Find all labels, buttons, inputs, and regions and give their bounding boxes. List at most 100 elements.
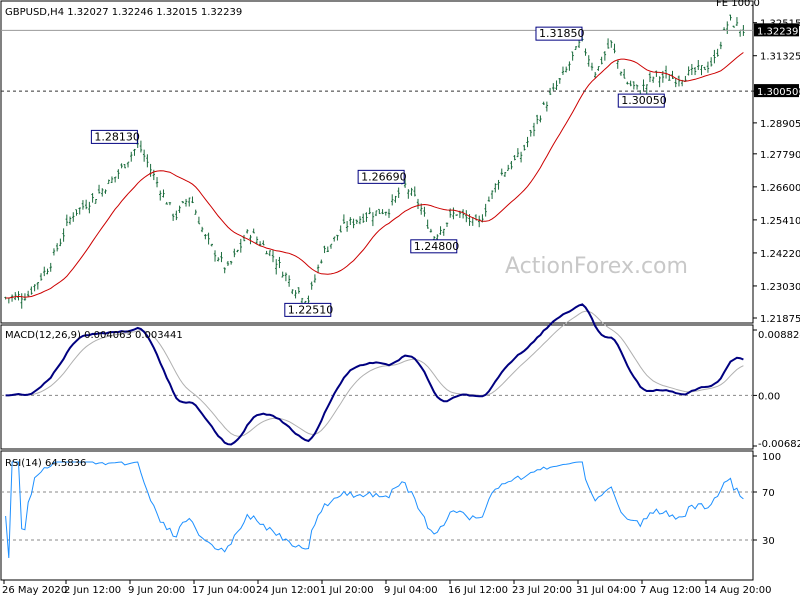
candle xyxy=(178,205,181,213)
candle xyxy=(690,63,694,76)
price-annotation: 1.28130 xyxy=(90,129,140,144)
candle xyxy=(655,70,658,77)
candle xyxy=(43,266,46,277)
candle xyxy=(452,207,455,220)
candle xyxy=(677,75,681,87)
candle xyxy=(519,151,523,163)
candle xyxy=(651,76,655,83)
candle xyxy=(693,67,697,76)
macd-line xyxy=(5,303,744,446)
candle xyxy=(571,51,574,61)
candle xyxy=(52,248,56,256)
macd-layer xyxy=(1,303,753,446)
candle xyxy=(94,198,98,204)
candle xyxy=(313,274,317,283)
candle xyxy=(697,60,700,70)
candle xyxy=(310,281,313,290)
candle xyxy=(545,101,549,112)
candle xyxy=(229,260,233,265)
candle xyxy=(632,81,636,90)
candle xyxy=(126,161,130,168)
candle xyxy=(555,80,558,91)
candle xyxy=(706,61,710,73)
candle xyxy=(226,260,230,266)
candle xyxy=(223,267,226,274)
candle xyxy=(729,14,732,21)
candle xyxy=(249,234,252,245)
candle xyxy=(217,257,220,262)
candle xyxy=(532,122,536,137)
macd-tick-label: -0.006825 xyxy=(758,439,800,450)
candle xyxy=(584,48,587,56)
candle xyxy=(233,248,236,258)
candle xyxy=(39,273,43,281)
candle xyxy=(687,66,690,76)
candle xyxy=(610,40,613,48)
candle xyxy=(175,210,178,221)
candle xyxy=(155,177,159,188)
candle xyxy=(20,293,23,309)
price-tick-label: 1.26600 xyxy=(760,183,800,194)
candle xyxy=(358,216,362,225)
candle xyxy=(130,151,133,162)
candle xyxy=(352,218,355,229)
candle xyxy=(62,228,65,242)
macd-panel xyxy=(0,324,754,450)
price-tick-label: 1.23030 xyxy=(760,282,800,293)
candle xyxy=(113,176,117,183)
time-tick-label: 17 Jun 04:00 xyxy=(192,585,256,596)
candle xyxy=(455,214,458,216)
candle xyxy=(345,221,349,232)
candle xyxy=(194,209,197,215)
price-tick-label: 1.28905 xyxy=(760,119,800,130)
candle xyxy=(120,163,123,169)
candle xyxy=(171,213,175,221)
candle xyxy=(239,238,242,253)
candle xyxy=(271,249,275,263)
price-tick-label: 1.25410 xyxy=(760,216,800,227)
candle xyxy=(207,232,210,245)
candle xyxy=(65,214,69,227)
main-price-panel xyxy=(0,0,754,324)
candle xyxy=(323,245,326,254)
candle xyxy=(316,264,320,274)
candle xyxy=(510,160,513,170)
candle xyxy=(542,101,545,105)
candle xyxy=(374,210,378,217)
candle xyxy=(700,65,703,76)
candle xyxy=(159,190,162,201)
candle xyxy=(445,222,449,227)
price-annotation: 1.30050 xyxy=(617,93,667,108)
candle xyxy=(36,282,40,290)
candle xyxy=(68,216,72,225)
candle xyxy=(297,287,300,294)
candle xyxy=(365,212,368,222)
candle xyxy=(603,51,607,61)
candle xyxy=(709,57,713,67)
candle xyxy=(558,78,561,84)
candle xyxy=(587,55,590,67)
candle xyxy=(407,189,410,199)
candle xyxy=(26,290,30,298)
candle xyxy=(735,17,739,26)
candle xyxy=(320,259,323,264)
macd-header: MACD(12,26,9) 0.004063 0.003441 xyxy=(5,330,183,341)
candle xyxy=(162,189,165,198)
time-tick-label: 16 Jul 12:00 xyxy=(448,585,508,596)
time-tick-label: 31 Jul 04:00 xyxy=(576,585,636,596)
candle xyxy=(429,228,433,233)
candle xyxy=(416,198,420,209)
price-tick-label: 1.27790 xyxy=(760,150,800,161)
candle xyxy=(220,251,223,263)
candle xyxy=(294,290,297,299)
candle xyxy=(478,215,481,228)
candle xyxy=(107,179,110,185)
price-tick-label: 1.31325 xyxy=(760,52,800,63)
candle xyxy=(104,189,107,194)
price-annotation: 1.24800 xyxy=(410,239,459,254)
candle xyxy=(139,140,143,153)
candle xyxy=(97,184,101,194)
candle xyxy=(349,217,352,226)
time-tick-label: 14 Aug 20:00 xyxy=(704,585,771,596)
candle xyxy=(384,211,387,216)
